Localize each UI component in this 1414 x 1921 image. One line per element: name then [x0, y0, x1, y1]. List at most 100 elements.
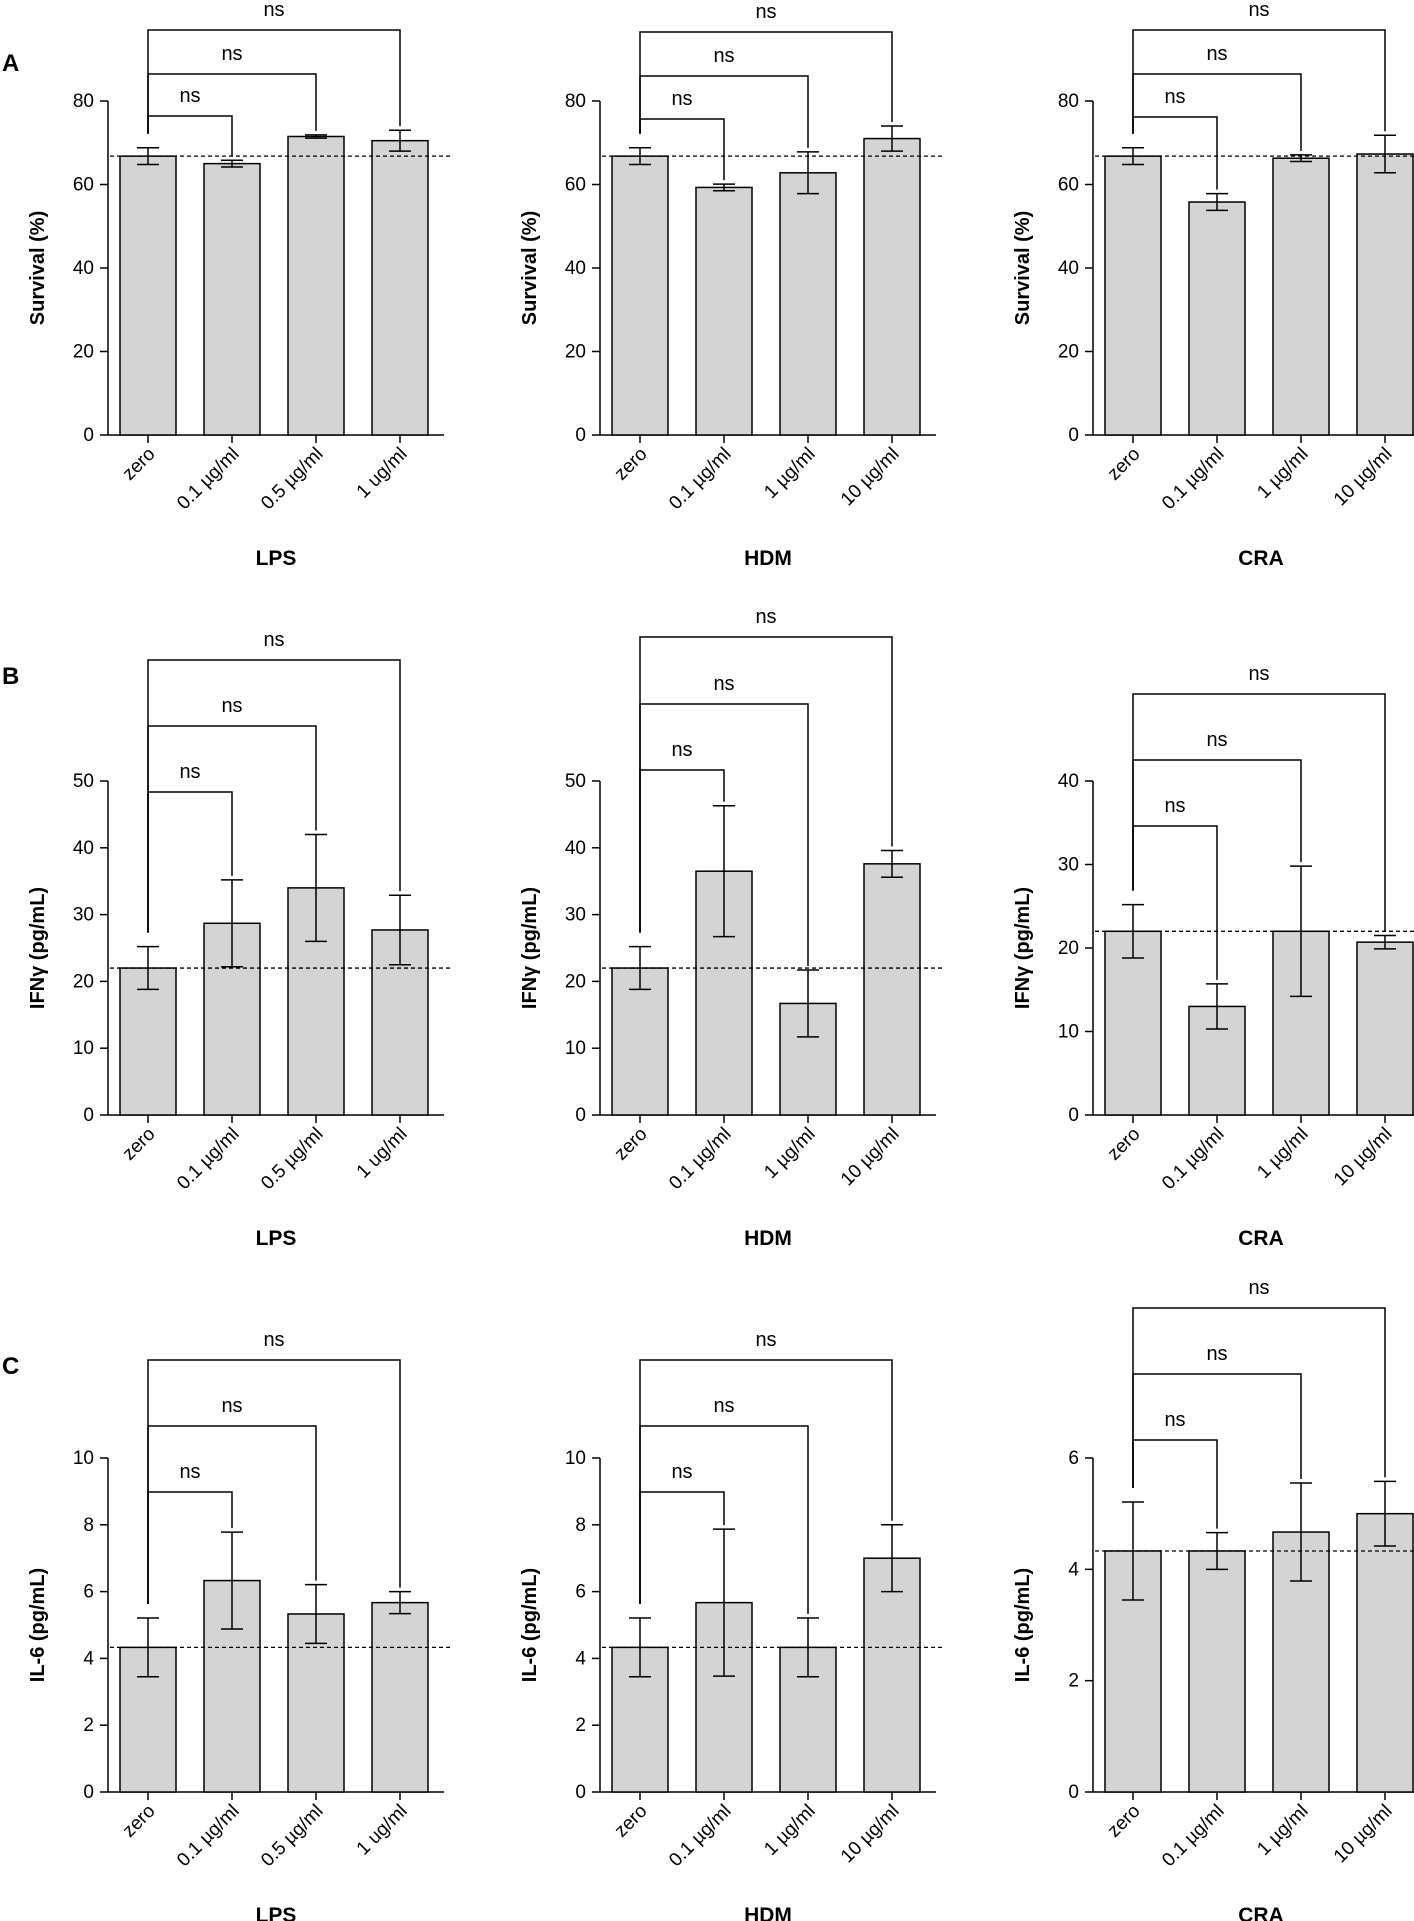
- x-tick-label: 0.5 µg/ml: [257, 1801, 327, 1871]
- y-tick-label: 6: [1068, 1448, 1079, 1469]
- bar: [119, 155, 177, 436]
- y-tick-label: 4: [83, 1648, 94, 1669]
- significance-label: ns: [221, 43, 242, 65]
- x-tick-label: 10 µg/ml: [1330, 444, 1397, 511]
- x-tick-label: 0.1 µg/ml: [173, 1801, 243, 1871]
- y-axis-label: IL-6 (pg/mL): [1012, 1568, 1034, 1682]
- bar: [371, 1601, 429, 1793]
- y-tick-label: 6: [575, 1582, 586, 1603]
- significance-label: ns: [1164, 1409, 1185, 1431]
- y-tick-label: 50: [565, 771, 586, 792]
- significance-label: ns: [179, 761, 200, 783]
- significance-label: ns: [1206, 1343, 1227, 1365]
- x-tick-label: zero: [611, 1801, 652, 1842]
- y-tick-label: 40: [1058, 771, 1079, 792]
- x-tick-label: 0.5 µg/ml: [257, 444, 327, 514]
- y-axis-label: IFNγ (pg/mL): [27, 887, 49, 1009]
- y-tick-label: 10: [565, 1448, 586, 1469]
- y-tick-label: 30: [565, 905, 586, 926]
- significance-label: ns: [263, 629, 284, 651]
- x-tick-label: 0.1 µg/ml: [1158, 444, 1228, 514]
- x-tick-label: 10 µg/ml: [837, 1801, 904, 1868]
- y-tick-label: 80: [73, 91, 94, 112]
- x-tick-label: zero: [119, 1124, 160, 1165]
- significance-bracket: [147, 791, 233, 933]
- y-tick-label: 8: [575, 1515, 586, 1536]
- x-axis-label: HDM: [744, 547, 792, 570]
- x-tick-label: 10 µg/ml: [1330, 1801, 1397, 1868]
- significance-bracket: [1132, 1307, 1386, 1488]
- significance-label: ns: [179, 85, 200, 107]
- significance-label: ns: [263, 0, 284, 21]
- panel-letter-c: C: [2, 1353, 20, 1380]
- x-axis-label: CRA: [1238, 547, 1284, 570]
- bar: [1356, 941, 1414, 1116]
- x-tick-label: zero: [1104, 1801, 1145, 1842]
- bar: [863, 1557, 921, 1793]
- x-tick-label: zero: [1104, 444, 1145, 485]
- bar: [611, 155, 669, 436]
- y-tick-label: 50: [73, 771, 94, 792]
- y-tick-label: 40: [1058, 258, 1079, 279]
- y-tick-label: 80: [565, 91, 586, 112]
- significance-label: ns: [755, 1329, 776, 1351]
- x-tick-label: 10 µg/ml: [1330, 1124, 1397, 1191]
- x-tick-label: zero: [119, 1801, 160, 1842]
- significance-label: ns: [1248, 0, 1269, 21]
- y-tick-label: 10: [1058, 1022, 1079, 1043]
- x-tick-label: 1 µg/ml: [1253, 444, 1312, 503]
- x-tick-label: 10 µg/ml: [837, 444, 904, 511]
- significance-label: ns: [1206, 43, 1227, 65]
- y-tick-label: 60: [1058, 175, 1079, 196]
- chart-b-hdm: 0 10 20 30 40 50 IFNγ (pg/mL) zero 0.1 µg/ml 1 µg…: [519, 606, 944, 1250]
- significance-label: ns: [221, 1395, 242, 1417]
- y-tick-label: 0: [575, 425, 586, 446]
- y-tick-label: 20: [1058, 938, 1079, 959]
- chart-c-lps: 0 2 4 6 8 10 IL-6 (pg/mL) zero 0.1 µg/ml 0.5 µg/m…: [27, 1329, 452, 1921]
- y-tick-label: 20: [73, 342, 94, 363]
- bar: [287, 135, 345, 436]
- significance-label: ns: [713, 45, 734, 67]
- significance-label: ns: [221, 695, 242, 717]
- y-tick-label: 40: [565, 258, 586, 279]
- y-tick-label: 40: [73, 258, 94, 279]
- significance-label: ns: [179, 1461, 200, 1483]
- y-tick-label: 0: [1068, 1105, 1079, 1126]
- x-tick-label: 0.1 µg/ml: [1158, 1124, 1228, 1194]
- x-axis-label: HDM: [744, 1904, 792, 1921]
- x-tick-label: 1 µg/ml: [760, 1124, 819, 1183]
- bar: [371, 139, 429, 436]
- x-tick-label: zero: [611, 1124, 652, 1165]
- bar: [1356, 153, 1414, 436]
- y-tick-label: 60: [73, 175, 94, 196]
- significance-bracket: [639, 1491, 725, 1604]
- bar: [119, 967, 177, 1116]
- y-tick-label: 20: [565, 971, 586, 992]
- y-tick-label: 0: [575, 1105, 586, 1126]
- bar: [1188, 1550, 1246, 1793]
- bar: [863, 863, 921, 1116]
- y-tick-label: 2: [83, 1715, 94, 1736]
- bar: [1104, 155, 1162, 436]
- y-tick-label: 6: [83, 1582, 94, 1603]
- x-tick-label: 1 ug/ml: [353, 1124, 412, 1183]
- y-tick-label: 4: [575, 1648, 586, 1669]
- significance-label: ns: [671, 739, 692, 761]
- x-axis-label: HDM: [744, 1227, 792, 1250]
- y-tick-label: 60: [565, 175, 586, 196]
- significance-bracket: [639, 1359, 893, 1604]
- chart-c-cra: 0 2 4 6 IL-6 (pg/mL) zero 0.1 µg/ml 1 µg/ml 10 µ…: [1012, 1277, 1414, 1921]
- chart-b-cra: 0 10 20 30 40 IFNγ (pg/mL) zero 0.1 µg/ml 1 µg/m…: [1012, 663, 1414, 1250]
- x-tick-label: 1 µg/ml: [1253, 1801, 1312, 1860]
- x-tick-label: 0.1 µg/ml: [665, 1801, 735, 1871]
- y-axis-label: Survival (%): [27, 211, 49, 325]
- x-tick-label: 1 ug/ml: [353, 444, 412, 503]
- panel-letter-a: A: [2, 50, 20, 77]
- x-tick-label: 1 µg/ml: [760, 444, 819, 503]
- chart-a-cra: 0 20 40 60 80 Survival (%) zero 0.1 µg/ml 1 µg/m…: [1012, 0, 1414, 570]
- bar: [1104, 930, 1162, 1116]
- significance-label: ns: [1248, 1277, 1269, 1299]
- x-tick-label: 0.1 µg/ml: [173, 1124, 243, 1194]
- y-tick-label: 0: [83, 425, 94, 446]
